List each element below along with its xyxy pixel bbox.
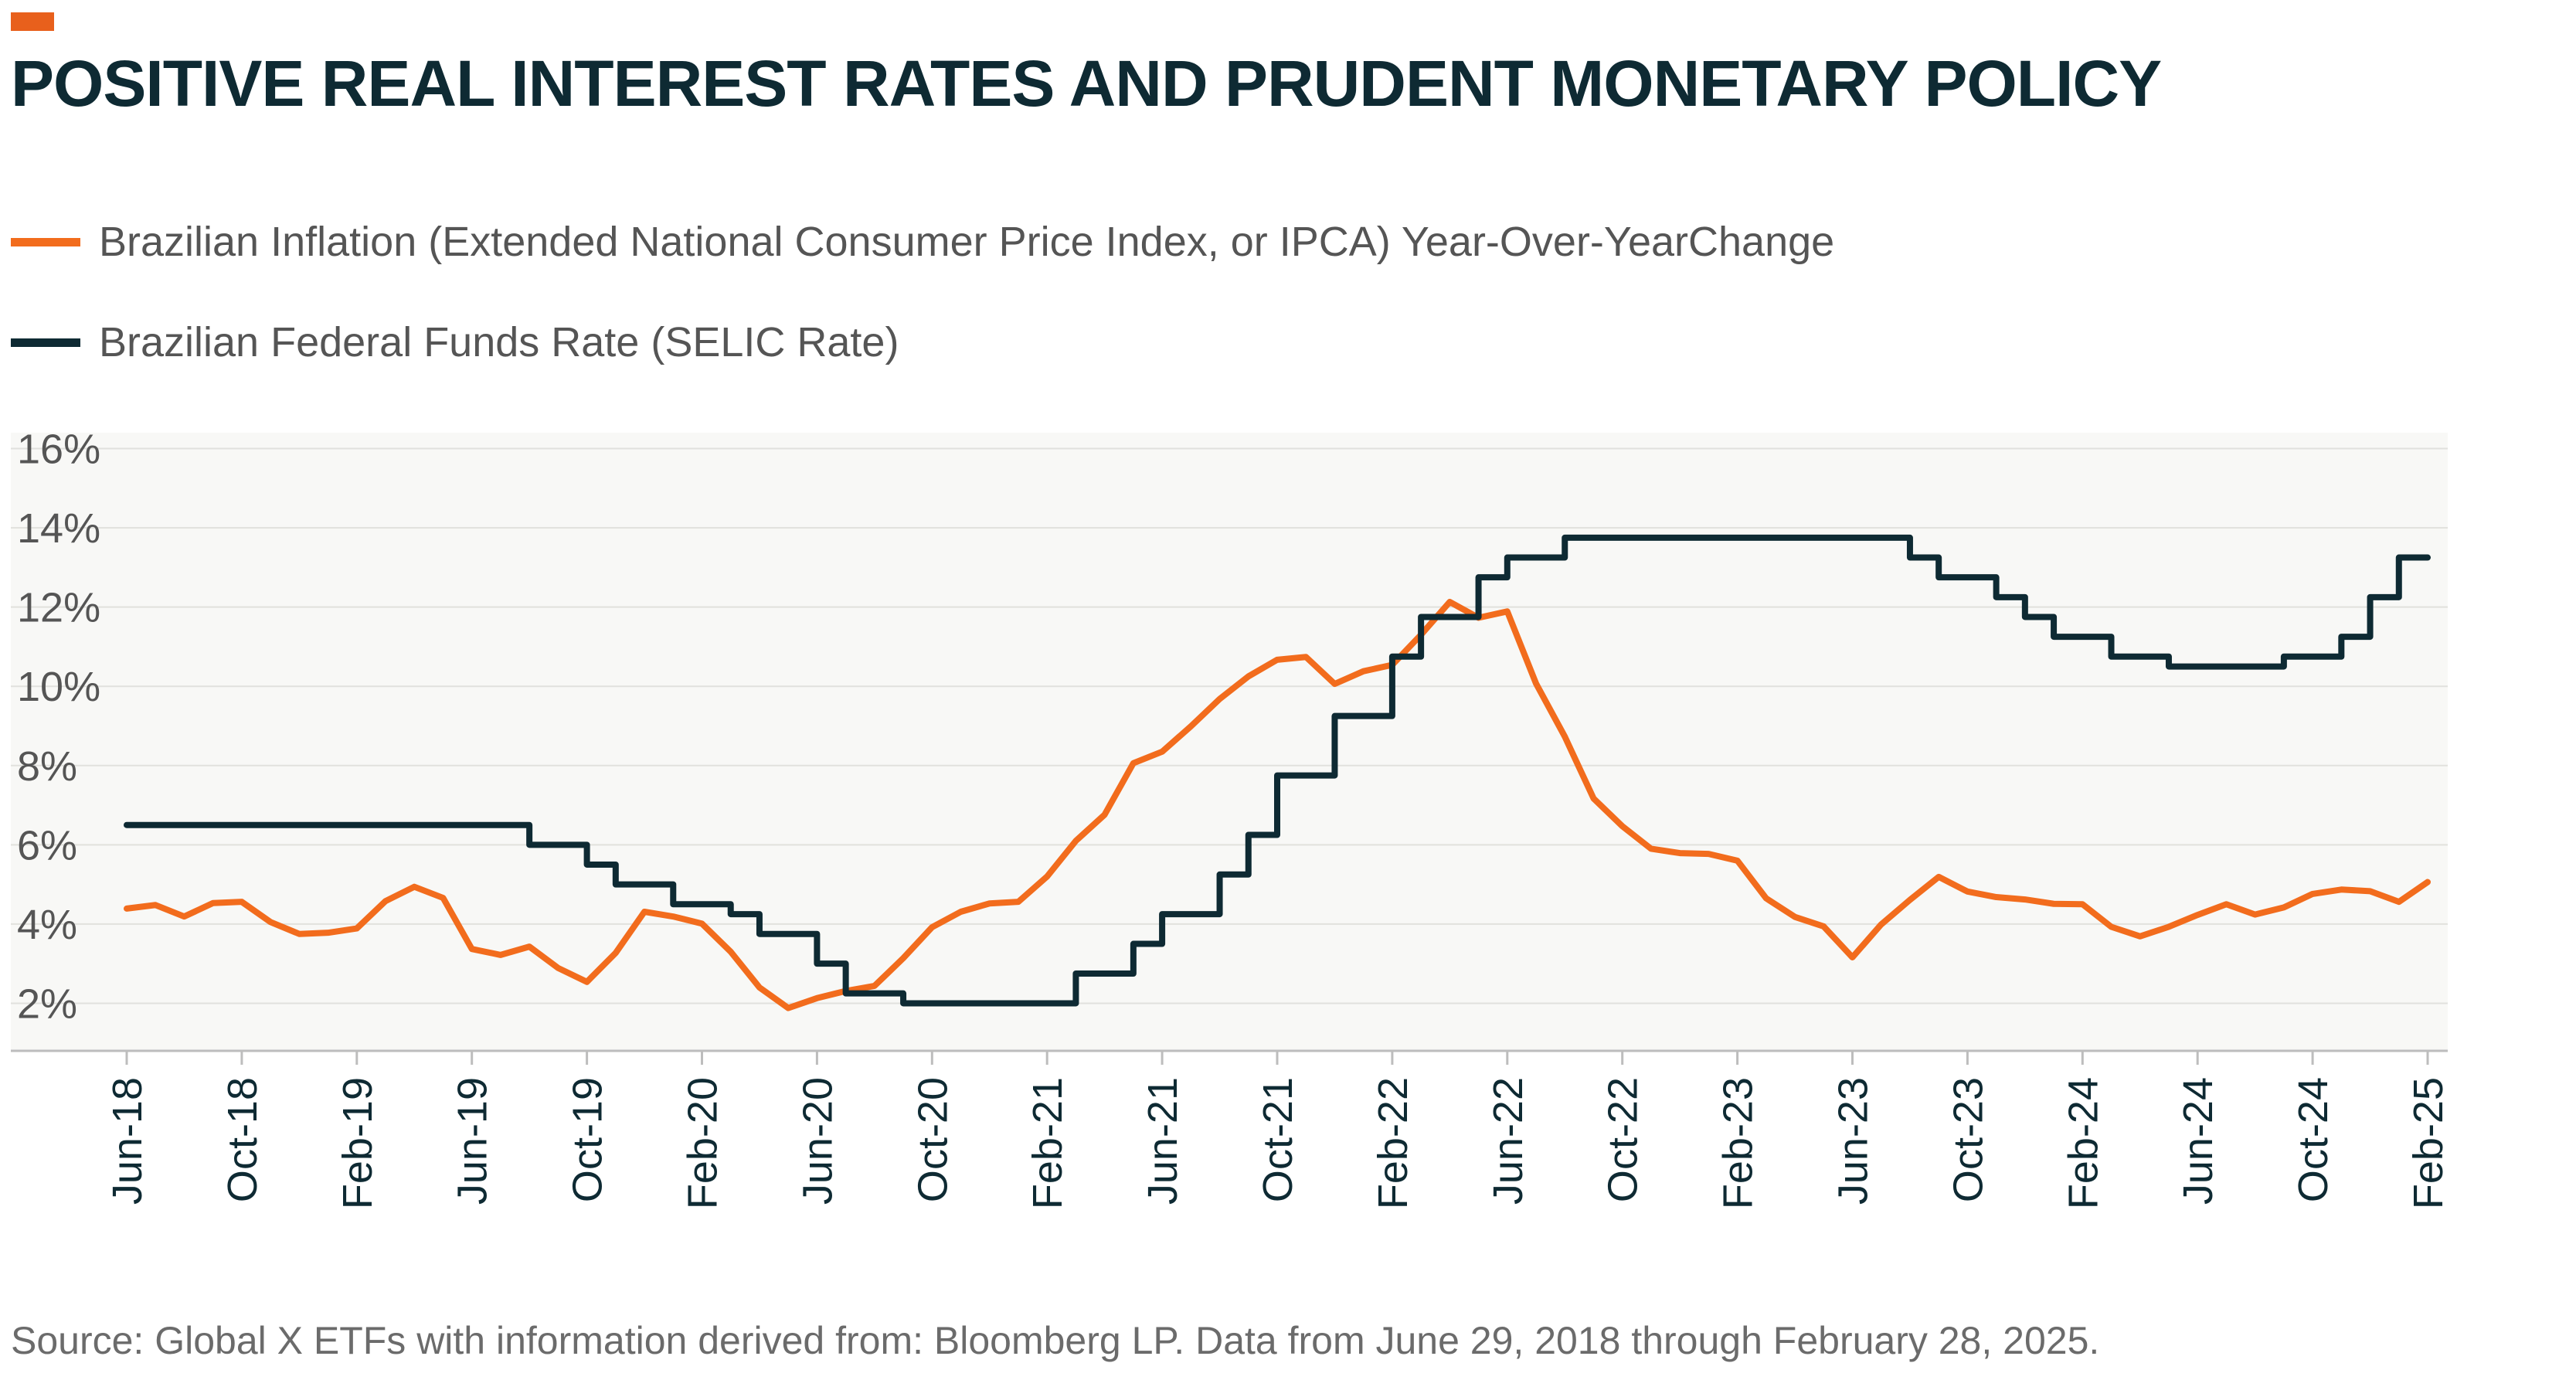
y-tick-label: 12% [17,585,100,631]
x-tick-label: Feb-20 [680,1077,726,1209]
x-tick-label: Oct-20 [909,1077,956,1202]
plot-area [11,433,2448,1051]
x-tick-label: Feb-23 [1715,1077,1762,1209]
legend-swatch-selic [11,338,80,347]
x-tick-label: Feb-25 [2405,1077,2452,1209]
legend: Brazilian Inflation (Extended National C… [11,192,1834,393]
y-tick-label: 14% [17,505,100,552]
x-tick-label: Jun-20 [794,1077,841,1205]
y-tick-label: 6% [17,822,77,868]
x-tick-label: Feb-22 [1370,1077,1416,1209]
x-tick-label: Oct-21 [1255,1077,1301,1202]
source-note: Source: Global X ETFs with information d… [11,1319,2100,1362]
legend-item-selic: Brazilian Federal Funds Rate (SELIC Rate… [11,292,1834,393]
legend-swatch-inflation [11,237,80,246]
y-tick-label: 2% [17,981,77,1027]
x-tick-label: Oct-24 [2290,1077,2336,1202]
x-tick-label: Jun-24 [2175,1077,2221,1205]
x-tick-label: Oct-18 [219,1077,266,1202]
accent-bar [11,12,54,31]
y-tick-label: 4% [17,902,77,948]
series-line-selic [124,534,2431,1007]
x-tick-label: Oct-19 [565,1077,611,1202]
y-axis: 2% 4% 6% 8% 10% 12% 14% 16% [17,427,100,1028]
x-tick-label: Feb-21 [1025,1077,1071,1209]
legend-label-inflation: Brazilian Inflation (Extended National C… [99,219,1835,265]
legend-item-inflation: Brazilian Inflation (Extended National C… [11,192,1834,292]
x-tick-label: Jun-21 [1140,1077,1186,1205]
x-tick-label: Oct-23 [1945,1077,1991,1202]
y-tick-label: 10% [17,664,100,710]
series-lines [124,534,2431,1011]
series-line-inflation [124,598,2431,1011]
x-tick-label: Feb-24 [2060,1077,2106,1209]
x-tick-label: Feb-19 [335,1077,381,1209]
y-tick-label: 16% [17,427,100,473]
x-tick-label: Jun-18 [104,1077,151,1205]
x-tick-label: Jun-19 [450,1077,496,1205]
gridlines [11,447,2448,1004]
line-chart: Jun-18 Oct-18 Feb-19 Jun-19 Oct-19 Feb-20 Jun-… [11,427,2452,1209]
x-tick-label: Jun-23 [1830,1077,1877,1205]
legend-label-selic: Brazilian Federal Funds Rate (SELIC Rate… [99,319,899,365]
x-tick-label: Oct-22 [1600,1077,1647,1202]
chart-title: POSITIVE REAL INTEREST RATES AND PRUDENT… [11,47,2162,120]
x-axis: Jun-18 Oct-18 Feb-19 Jun-19 Oct-19 Feb-20 Jun-… [11,1049,2452,1209]
x-tick-label: Jun-22 [1485,1077,1531,1205]
y-tick-label: 8% [17,743,77,790]
